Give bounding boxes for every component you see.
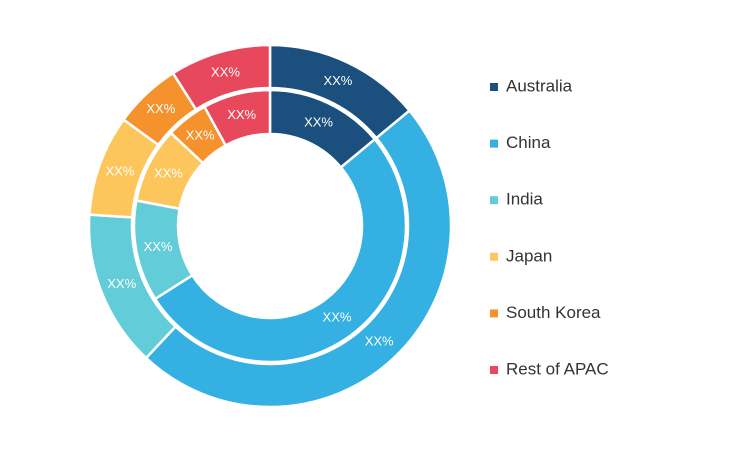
legend-label: India xyxy=(506,190,543,209)
donut-segment xyxy=(171,43,272,112)
data-label: XX% xyxy=(211,64,240,79)
data-label: XX% xyxy=(186,127,215,142)
legend-label: Japan xyxy=(506,246,552,265)
data-label: XX% xyxy=(323,73,352,88)
data-label: XX% xyxy=(227,107,256,122)
data-label: XX% xyxy=(323,310,352,325)
data-label: XX% xyxy=(304,114,333,129)
data-label: XX% xyxy=(144,239,173,254)
data-label: XX% xyxy=(146,101,175,116)
legend-label: Rest of APAC xyxy=(506,359,609,378)
legend-swatch xyxy=(490,366,498,374)
legend-label: South Korea xyxy=(506,303,601,322)
legend-label: Australia xyxy=(506,76,573,95)
legend-swatch xyxy=(490,252,498,261)
legend-swatch xyxy=(490,196,498,205)
donut-segment xyxy=(144,108,453,409)
data-label: XX% xyxy=(105,163,134,178)
legend-label: China xyxy=(506,133,551,152)
data-label: XX% xyxy=(107,276,136,291)
donut-segment xyxy=(153,137,408,364)
legend-swatch xyxy=(490,83,498,91)
legend-swatch xyxy=(490,309,498,318)
donut-segment xyxy=(202,88,272,148)
data-label: XX% xyxy=(154,166,183,181)
data-label: XX% xyxy=(365,334,394,349)
legend-swatch xyxy=(490,139,498,148)
